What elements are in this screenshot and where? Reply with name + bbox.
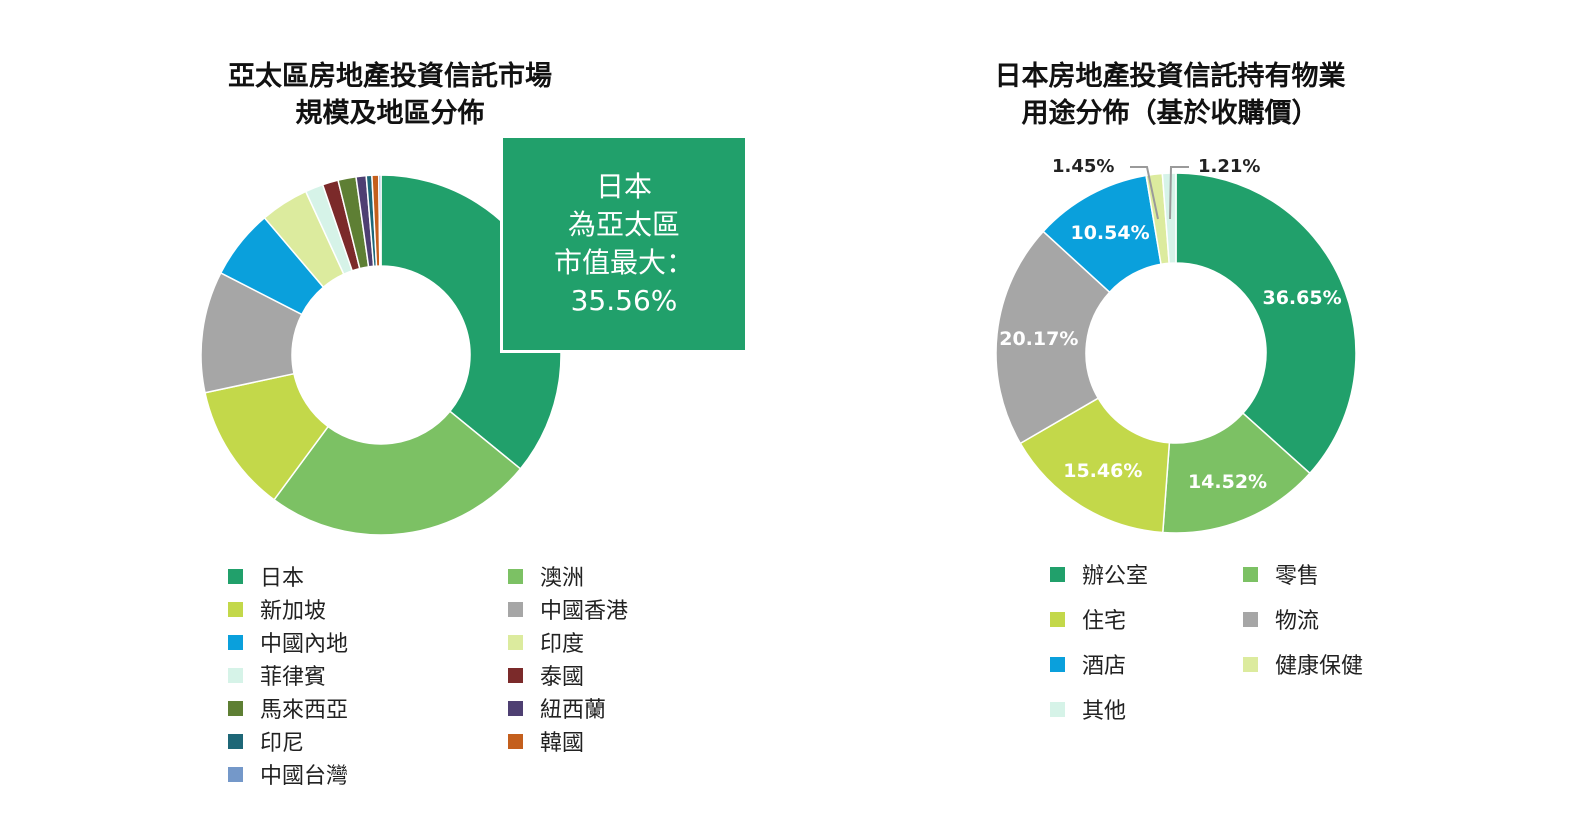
right-legend-item-5-swatch	[1050, 656, 1065, 672]
right-donut-data-label-7: 1.21%	[1198, 156, 1261, 177]
right-legend-item-7-label: 其他	[1082, 699, 1127, 724]
right-legend-item-5-label: 酒店	[1082, 654, 1127, 679]
left-legend-item-9-swatch	[228, 700, 243, 716]
left-legend-item-1-label: 日本	[260, 566, 305, 591]
left-chart-title: 亞太區房地產投資信託市場 規模及地區分佈	[140, 58, 640, 132]
left-legend-item-10-swatch	[508, 700, 523, 716]
right-legend-item-1-swatch	[1050, 566, 1065, 582]
right-chart-title: 日本房地產投資信託持有物業 用途分佈（基於收購價）	[900, 58, 1440, 132]
leader-line-6	[1130, 166, 1159, 220]
left-legend-item-3: 新加坡	[228, 593, 326, 625]
right-legend-item-4-swatch	[1243, 611, 1258, 627]
left-legend-item-5-label: 中國內地	[260, 632, 349, 657]
left-legend-item-10-label: 紐西蘭	[540, 698, 607, 723]
right-chart-title-line2: 用途分佈（基於收購價）	[1021, 98, 1319, 129]
right-legend-item-3-swatch	[1050, 611, 1065, 627]
left-legend-item-13-swatch	[228, 766, 243, 782]
right-legend-item-1-label: 辦公室	[1082, 564, 1149, 589]
left-legend-item-5-swatch	[228, 634, 243, 650]
left-legend-item-6-swatch	[508, 634, 523, 650]
callout-line3: 市值最大：	[553, 246, 694, 279]
right-donut-data-label-3: 15.46%	[1063, 460, 1142, 482]
right-legend-item-4-label: 物流	[1275, 609, 1320, 634]
left-donut-slice-13	[377, 174, 382, 267]
left-legend-item-12-swatch	[508, 733, 523, 749]
right-legend-item-6: 健康保健	[1243, 648, 1363, 680]
left-legend-item-2: 澳洲	[508, 560, 584, 592]
left-legend-item-10: 紐西蘭	[508, 692, 606, 724]
left-legend-item-1: 日本	[228, 560, 304, 592]
left-legend-item-13: 中國台灣	[228, 758, 348, 790]
leader-line-7	[1169, 166, 1189, 220]
left-legend-item-7: 菲律賓	[228, 659, 326, 691]
right-legend-item-3: 住宅	[1050, 603, 1126, 635]
right-legend-item-1: 辦公室	[1050, 558, 1148, 590]
right-donut-slice-4	[995, 230, 1111, 445]
left-legend-item-2-swatch	[508, 568, 523, 584]
left-legend-item-12: 韓國	[508, 725, 584, 757]
left-legend-item-2-label: 澳洲	[540, 566, 585, 591]
right-donut-data-label-5: 10.54%	[1070, 222, 1149, 244]
left-legend-item-7-label: 菲律賓	[260, 665, 327, 690]
right-legend-item-2-label: 零售	[1275, 564, 1320, 589]
left-legend-item-6-label: 印度	[540, 632, 585, 657]
left-donut-slice-2	[273, 410, 522, 536]
right-legend-item-4: 物流	[1243, 603, 1319, 635]
left-legend-item-4-swatch	[508, 601, 523, 617]
right-legend-item-2-swatch	[1243, 566, 1258, 582]
right-chart-title-line1: 日本房地產投資信託持有物業	[994, 61, 1346, 92]
left-legend-item-8: 泰國	[508, 659, 584, 691]
left-legend-item-7-swatch	[228, 667, 243, 683]
left-legend-item-11: 印尼	[228, 725, 304, 757]
left-legend-item-4-label: 中國香港	[540, 599, 629, 624]
left-legend-item-6: 印度	[508, 626, 584, 658]
left-chart-title-line2: 規模及地區分佈	[295, 98, 485, 129]
left-legend-item-4: 中國香港	[508, 593, 628, 625]
right-donut-data-label-2: 14.52%	[1188, 471, 1267, 493]
left-legend-item-11-label: 印尼	[260, 731, 305, 756]
callout-line4: 35.56%	[570, 284, 678, 317]
japan-callout-box: 日本 為亞太區 市值最大： 35.56%	[503, 138, 745, 350]
left-legend-item-1-swatch	[228, 568, 243, 584]
callout-line2: 為亞太區	[567, 208, 680, 241]
right-legend-item-6-label: 健康保健	[1275, 654, 1364, 679]
callout-line1: 日本	[595, 170, 652, 203]
left-legend-item-8-swatch	[508, 667, 523, 683]
left-legend-item-9: 馬來西亞	[228, 692, 348, 724]
left-legend-item-13-label: 中國台灣	[260, 764, 349, 789]
left-chart-title-line1: 亞太區房地產投資信託市場	[228, 61, 552, 92]
left-legend-item-8-label: 泰國	[540, 665, 585, 690]
right-donut-data-label-1: 36.65%	[1262, 287, 1341, 309]
left-legend-item-3-swatch	[228, 601, 243, 617]
right-donut-data-label-4: 20.17%	[999, 328, 1078, 350]
right-donut-slice-1	[1175, 172, 1357, 475]
left-legend-item-9-label: 馬來西亞	[260, 698, 349, 723]
left-legend-item-3-label: 新加坡	[260, 599, 327, 624]
right-legend-item-5: 酒店	[1050, 648, 1126, 680]
right-legend-item-7: 其他	[1050, 693, 1126, 725]
right-legend-item-3-label: 住宅	[1082, 609, 1127, 634]
right-legend-item-7-swatch	[1050, 701, 1065, 717]
right-legend-item-6-swatch	[1243, 656, 1258, 672]
left-legend-item-12-label: 韓國	[540, 731, 585, 756]
left-legend-item-11-swatch	[228, 733, 243, 749]
left-legend-item-5: 中國內地	[228, 626, 348, 658]
right-donut-data-label-6: 1.45%	[1052, 156, 1115, 177]
right-legend-item-2: 零售	[1243, 558, 1319, 590]
